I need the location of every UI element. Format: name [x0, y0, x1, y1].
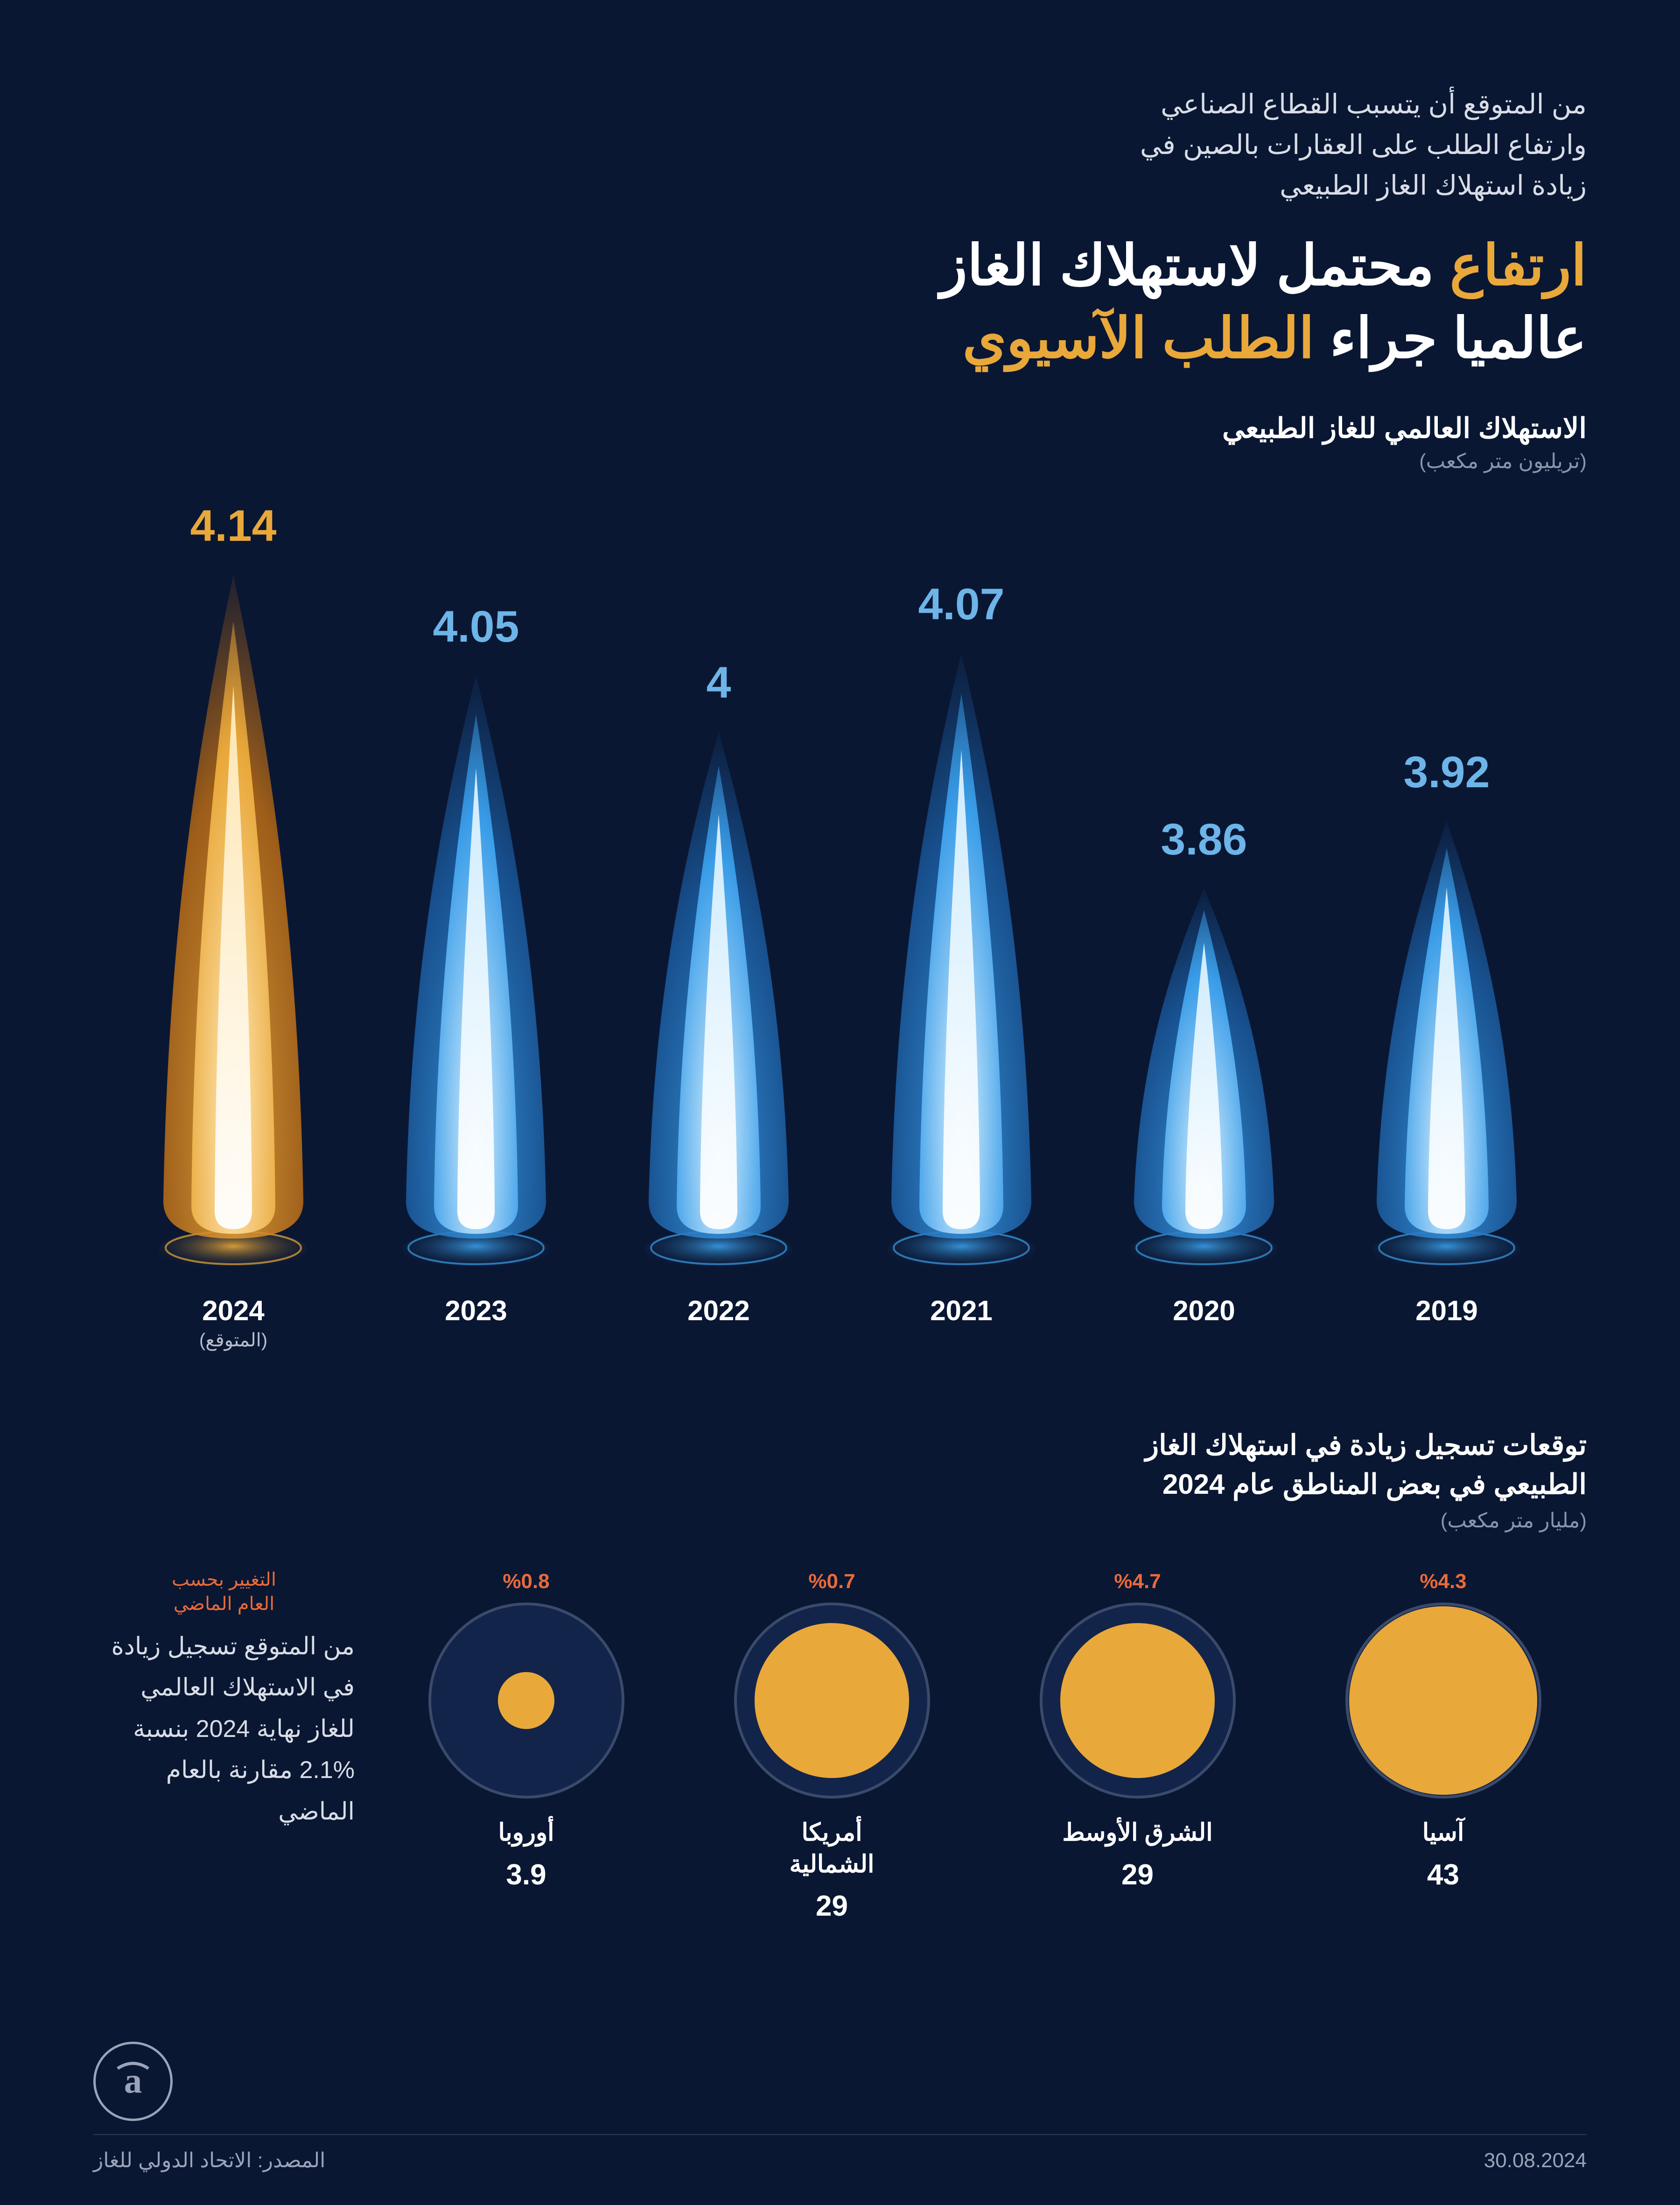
flame-icon — [621, 727, 817, 1267]
region-circles: %4.3 آسيا 43 %4.7 الشرق الأوسط 29 %0.7 أمريكا ا… — [383, 1570, 1587, 1923]
region-pct: %0.7 — [808, 1570, 855, 1593]
regions-unit: (مليار متر مكعب) — [93, 1509, 1587, 1533]
title-accent-2: الطلب الآسيوي — [963, 307, 1315, 370]
region-value: 43 — [1427, 1858, 1459, 1891]
flame-chart: 3.92 3.86 — [93, 380, 1587, 1267]
logo-icon: a — [93, 2042, 173, 2121]
anadolu-logo-svg: a — [107, 2056, 159, 2107]
header-block: من المتوقع أن يتسبب القطاع الصناعي وارتف… — [93, 84, 1587, 375]
region-value: 29 — [816, 1890, 848, 1923]
flame-value-2023: 4.05 — [433, 602, 519, 652]
intro-text: من المتوقع أن يتسبب القطاع الصناعي وارتف… — [93, 84, 1587, 206]
year-label-2021: 2021 — [840, 1295, 1083, 1351]
footer-divider — [93, 2134, 1587, 2135]
region-name: الشرق الأوسط — [1062, 1817, 1212, 1849]
flame-bar-2023: 4.05 — [355, 380, 597, 1267]
svg-text:a: a — [124, 2060, 142, 2100]
flame-year-labels: 201920202021202220232024(المتوقع) — [93, 1267, 1587, 1351]
region-pct: %0.8 — [503, 1570, 549, 1593]
flame-bar-2021: 4.07 — [840, 380, 1083, 1267]
region-أوروبا: %0.8 أوروبا 3.9 — [383, 1570, 670, 1923]
flame-value-2020: 3.86 — [1161, 814, 1247, 865]
circle-outer — [1040, 1603, 1236, 1799]
circles-row: %4.3 آسيا 43 %4.7 الشرق الأوسط 29 %0.7 أمريكا ا… — [93, 1570, 1587, 1923]
region-name: أمريكا الشمالية — [790, 1817, 875, 1880]
change-legend: التغيير بحسب العام الماضي — [93, 1568, 355, 1616]
footer-date: 30.08.2024 — [1484, 2149, 1587, 2172]
circle-inner — [755, 1623, 909, 1778]
footer: 30.08.2024 المصدر: الاتحاد الدولي للغاز — [93, 2149, 1587, 2172]
title-rest-1: محتمل لاستهلاك الغاز — [940, 234, 1450, 297]
flame-icon — [378, 671, 574, 1267]
region-name: آسيا — [1422, 1817, 1464, 1849]
region-pct: %4.7 — [1114, 1570, 1161, 1593]
circle-outer — [1345, 1603, 1541, 1799]
footer-source: المصدر: الاتحاد الدولي للغاز — [93, 2149, 325, 2172]
region-value: 3.9 — [506, 1858, 546, 1891]
title-start-2: عالميا جراء — [1314, 307, 1587, 370]
flame-value-2019: 3.92 — [1404, 747, 1490, 798]
region-name: أوروبا — [498, 1817, 554, 1849]
region-الشرق-الأوسط: %4.7 الشرق الأوسط 29 — [994, 1570, 1281, 1923]
flame-value-2021: 4.07 — [918, 579, 1005, 630]
year-label-2019: 2019 — [1325, 1295, 1568, 1351]
flame-icon — [1106, 884, 1302, 1267]
circle-outer — [428, 1603, 624, 1799]
circle-inner — [498, 1672, 554, 1729]
summary-column: التغيير بحسب العام الماضي من المتوقع تسج… — [93, 1570, 355, 1923]
region-pct: %4.3 — [1420, 1570, 1466, 1593]
circle-inner — [1349, 1606, 1537, 1794]
region-value: 29 — [1121, 1858, 1154, 1891]
region-أمريكا-الشمالية: %0.7 أمريكا الشمالية 29 — [688, 1570, 975, 1923]
year-label-2020: 2020 — [1083, 1295, 1325, 1351]
flame-icon — [135, 570, 331, 1267]
flame-value-2024: 4.14 — [190, 501, 277, 552]
year-label-2022: 2022 — [597, 1295, 840, 1351]
flame-icon — [1349, 817, 1545, 1267]
flame-bar-2020: 3.86 — [1083, 380, 1325, 1267]
flame-value-2022: 4 — [707, 658, 731, 708]
circle-outer — [734, 1603, 930, 1799]
flame-bar-2019: 3.92 — [1325, 380, 1568, 1267]
region-آسيا: %4.3 آسيا 43 — [1300, 1570, 1587, 1923]
regions-title-block: توقعات تسجيل زيادة في استهلاك الغاز الطب… — [93, 1426, 1587, 1533]
main-title: ارتفاع محتمل لاستهلاك الغاز عالميا جراء … — [93, 229, 1587, 375]
title-accent-1: ارتفاع — [1449, 234, 1587, 297]
regions-title: توقعات تسجيل زيادة في استهلاك الغاز الطب… — [93, 1426, 1587, 1504]
circle-inner — [1060, 1623, 1215, 1778]
flame-icon — [863, 649, 1059, 1267]
year-label-2023: 2023 — [355, 1295, 597, 1351]
year-label-2024: 2024(المتوقع) — [112, 1295, 355, 1351]
flame-bar-2024: 4.14 — [112, 380, 355, 1267]
flame-bar-2022: 4 — [597, 380, 840, 1267]
